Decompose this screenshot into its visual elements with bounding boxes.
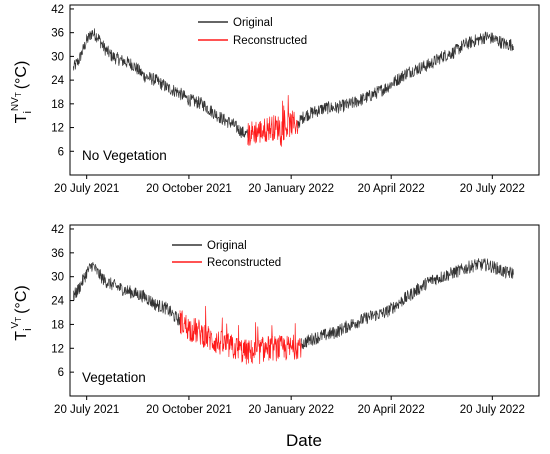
y-tick-label: 6 [58,367,64,379]
ylabel-sup: NV [10,97,21,111]
x-tick-label: 20 July 2022 [460,183,525,195]
panel-vegetation: 6 12 18 24 30 36 42 20 July 2021 20 October 202… [10,224,540,416]
y-tick-label: 36 [51,28,64,40]
series-original-line [300,258,514,350]
series-reconstructed-line [179,305,302,365]
y-tick-label: 18 [51,99,64,111]
legend-no-vegetation: Original Reconstructed [198,17,307,47]
panel-label-vegetation: Vegetation [82,370,146,385]
ylabel-base: T [13,113,30,123]
x-tick-label: 20 July 2021 [54,404,119,416]
ylabel-supsub: T [14,317,23,322]
y-tick-label: 12 [51,343,64,355]
x-tick-label: 20 October 2021 [146,404,232,416]
y-tick-label: 24 [51,296,64,308]
y-tick-label: 18 [51,319,64,331]
ylabel-unit: (°C) [13,61,30,90]
plot-frame-vegetation [69,224,540,397]
x-ticks-no-vegetation: 20 July 2021 20 October 2021 20 January 20… [54,175,525,195]
panel-no-vegetation: 6 12 18 24 30 36 42 20 July 2021 20 October 202… [10,4,540,195]
y-axis-label-vegetation: TiVT (°C) [10,285,34,340]
series-original-line [297,31,514,129]
plot-frame-no-vegetation [69,4,540,176]
series-original-line [72,262,181,326]
x-tick-label: 20 October 2021 [146,183,232,195]
y-tick-label: 30 [51,272,64,284]
legend-original-label: Original [207,240,247,252]
series-original-line [72,28,249,139]
series-reconstructed-line [247,95,299,147]
x-tick-label: 20 April 2022 [358,404,425,416]
y-tick-label: 24 [51,75,64,87]
ylabel-sub: i [22,328,34,330]
panel-label-no-vegetation: No Vegetation [82,148,167,163]
y-tick-label: 42 [51,4,64,16]
legend-reconstructed-label: Reconstructed [207,257,281,269]
y-ticks-vegetation: 6 12 18 24 30 36 42 [51,224,74,379]
ylabel-base: T [13,331,30,341]
x-tick-label: 20 July 2021 [54,183,119,195]
x-tick-label: 20 January 2022 [248,183,334,195]
x-tick-label: 20 January 2022 [248,404,334,416]
y-ticks-no-vegetation: 6 12 18 24 30 36 42 [51,4,74,158]
x-axis-label: Date [286,431,322,450]
ylabel-sub: i [22,111,34,113]
y-tick-label: 36 [51,248,64,260]
ylabel-sup: V [10,321,21,328]
y-tick-label: 12 [51,123,64,135]
y-tick-label: 42 [51,224,64,236]
plot-lines-vegetation [72,258,514,365]
x-ticks-vegetation: 20 July 2021 20 October 2021 20 January 20… [54,396,525,416]
legend-vegetation: Original Reconstructed [172,240,281,269]
legend-original-label: Original [233,17,273,29]
legend-reconstructed-label: Reconstructed [233,35,307,47]
plot-lines-no-vegetation [72,28,514,147]
ylabel-unit: (°C) [13,285,30,314]
y-axis-label-no-vegetation: TiNVT(°C) [10,61,34,124]
y-tick-label: 30 [51,51,64,63]
x-tick-label: 20 July 2022 [460,404,525,416]
ylabel-supsub: T [14,92,23,97]
y-tick-label: 6 [58,146,64,158]
x-tick-label: 20 April 2022 [358,183,425,195]
